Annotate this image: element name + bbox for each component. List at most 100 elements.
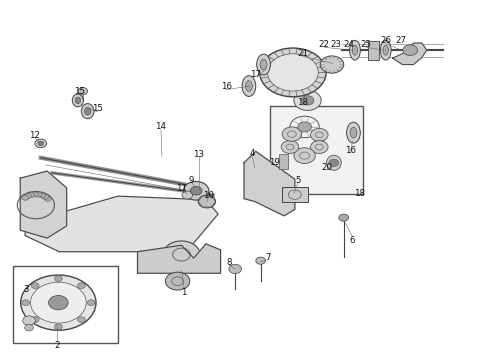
Circle shape <box>282 127 302 141</box>
Ellipse shape <box>73 94 83 107</box>
Circle shape <box>23 316 35 325</box>
Text: 27: 27 <box>395 36 406 45</box>
Text: 18: 18 <box>354 189 366 198</box>
Circle shape <box>311 129 328 141</box>
Ellipse shape <box>383 45 389 55</box>
Ellipse shape <box>75 97 80 104</box>
Circle shape <box>163 241 200 268</box>
Circle shape <box>260 48 326 97</box>
Text: 3: 3 <box>24 285 29 294</box>
Polygon shape <box>25 196 218 252</box>
Text: 8: 8 <box>226 258 232 267</box>
Text: 6: 6 <box>350 237 355 246</box>
Text: 18: 18 <box>297 98 308 107</box>
Circle shape <box>24 324 33 331</box>
Circle shape <box>298 122 312 132</box>
Text: 10: 10 <box>203 190 214 199</box>
Circle shape <box>198 195 216 208</box>
Circle shape <box>77 283 85 288</box>
Circle shape <box>294 90 321 111</box>
Text: 13: 13 <box>193 150 204 159</box>
Circle shape <box>24 194 31 198</box>
Bar <box>13 266 118 343</box>
Ellipse shape <box>84 107 91 115</box>
Text: 2: 2 <box>54 341 60 350</box>
Text: 9: 9 <box>189 176 194 185</box>
Circle shape <box>31 317 39 323</box>
Ellipse shape <box>349 40 360 60</box>
Polygon shape <box>20 171 67 238</box>
Circle shape <box>182 191 193 199</box>
Circle shape <box>294 148 316 163</box>
Text: 14: 14 <box>155 122 167 131</box>
Bar <box>368 41 379 60</box>
Circle shape <box>87 300 95 306</box>
Ellipse shape <box>257 54 270 75</box>
Ellipse shape <box>242 76 256 96</box>
Text: 19: 19 <box>269 158 280 167</box>
Text: 1: 1 <box>181 288 187 297</box>
Text: 15: 15 <box>92 104 103 113</box>
Circle shape <box>268 54 318 91</box>
Ellipse shape <box>260 59 267 70</box>
Text: 25: 25 <box>361 40 372 49</box>
Circle shape <box>54 324 62 329</box>
Text: 23: 23 <box>330 40 341 49</box>
Circle shape <box>403 45 417 55</box>
Text: 22: 22 <box>318 40 330 49</box>
Ellipse shape <box>245 81 252 91</box>
Ellipse shape <box>350 127 357 138</box>
Circle shape <box>54 276 62 282</box>
Bar <box>282 187 308 202</box>
Text: 7: 7 <box>266 253 271 262</box>
Bar <box>270 106 363 194</box>
Text: 16: 16 <box>345 146 356 155</box>
Circle shape <box>320 56 343 73</box>
Text: 20: 20 <box>321 163 333 172</box>
Text: 26: 26 <box>381 36 392 45</box>
Text: 5: 5 <box>295 176 300 185</box>
Circle shape <box>21 275 96 330</box>
Polygon shape <box>244 151 295 216</box>
Circle shape <box>49 296 68 310</box>
Text: 11: 11 <box>176 184 187 193</box>
Text: 16: 16 <box>221 82 232 91</box>
Circle shape <box>28 192 35 197</box>
Circle shape <box>77 317 85 323</box>
Circle shape <box>311 140 328 153</box>
Circle shape <box>44 196 51 201</box>
Circle shape <box>31 283 39 288</box>
Circle shape <box>183 181 209 200</box>
Text: 24: 24 <box>343 40 354 49</box>
Circle shape <box>256 257 266 264</box>
Text: 12: 12 <box>29 131 40 140</box>
Circle shape <box>22 300 29 306</box>
Circle shape <box>301 96 314 105</box>
Circle shape <box>78 87 88 95</box>
Text: 4: 4 <box>249 149 255 158</box>
Ellipse shape <box>352 45 358 55</box>
Circle shape <box>30 282 86 323</box>
Circle shape <box>31 192 38 197</box>
Bar <box>279 154 288 169</box>
Circle shape <box>35 192 42 197</box>
Polygon shape <box>392 43 427 64</box>
Polygon shape <box>138 244 220 273</box>
Circle shape <box>339 214 348 221</box>
Text: 17: 17 <box>250 70 261 79</box>
Text: 21: 21 <box>297 49 308 58</box>
Circle shape <box>38 141 44 145</box>
Circle shape <box>22 195 28 200</box>
Ellipse shape <box>81 104 94 119</box>
Circle shape <box>39 193 46 198</box>
Circle shape <box>35 139 47 148</box>
Ellipse shape <box>380 40 391 60</box>
Ellipse shape <box>346 122 360 143</box>
Ellipse shape <box>327 155 341 170</box>
Circle shape <box>329 159 339 166</box>
Circle shape <box>281 140 299 153</box>
Circle shape <box>42 194 49 199</box>
Circle shape <box>190 186 202 195</box>
Circle shape <box>229 264 242 274</box>
Circle shape <box>165 272 190 290</box>
